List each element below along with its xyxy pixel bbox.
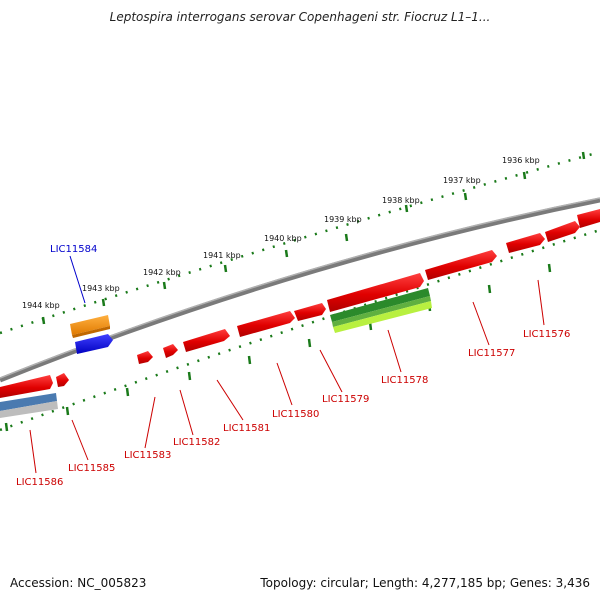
scale-label-1943: 1943 kbp [82,284,120,293]
scale-label-1940: 1940 kbp [264,234,302,243]
connector-lic11578 [387,329,402,373]
major-tick [4,422,9,432]
inner-scale-track [0,228,600,432]
forward-genes [0,209,600,398]
major-tick [547,263,552,273]
connector-lic11580 [276,362,293,406]
blue-feature[interactable] [75,334,113,354]
gene-lic11583[interactable] [137,351,153,364]
gene-lic11582[interactable] [163,344,178,358]
scale-label-1938: 1938 kbp [382,196,420,205]
orange-feature-shadow [72,326,110,338]
major-tick [65,406,70,416]
gene-lic11578[interactable] [327,273,424,312]
gene-unlabeled-2[interactable] [577,209,600,228]
green-feature[interactable] [330,288,430,322]
major-tick [284,249,289,258]
label-lic11581[interactable]: LIC11581 [223,423,270,434]
major-tick [41,316,46,325]
gene-lic11579[interactable] [294,303,326,321]
label-lic11577[interactable]: LIC11577 [468,348,515,359]
label-lic11584[interactable]: LIC11584 [50,244,97,255]
connector-lic11583 [144,396,156,449]
connector-lic11585 [71,419,89,461]
major-tick [125,387,130,397]
label-lic11583[interactable]: LIC11583 [124,450,171,461]
topology-label: Topology: circular; Length: 4,277,185 bp… [260,576,590,590]
gene-lic11584[interactable] [70,315,113,354]
label-lic11586[interactable]: LIC11586 [16,477,63,488]
steel-feature[interactable] [0,393,57,411]
gene-lic11580[interactable] [237,311,295,337]
gene-lic11576[interactable] [506,233,545,253]
gene-lic11581[interactable] [183,329,230,352]
green-feature-light [332,296,431,327]
outer-scale-track [0,150,600,335]
major-ticks [4,151,586,432]
major-tick [487,284,492,294]
label-connectors [29,255,545,474]
scale-label-1944: 1944 kbp [22,301,60,310]
gene-lic11585[interactable] [56,373,69,387]
scale-label-1936: 1936 kbp [502,156,540,165]
connector-lic11577 [472,301,490,346]
gene-lic11586[interactable] [0,375,53,398]
orange-feature[interactable] [70,315,110,335]
lime-feature[interactable] [333,301,432,333]
scale-label-1937: 1937 kbp [443,176,481,185]
connector-lic11584 [69,255,86,304]
grey-feature[interactable] [0,401,58,418]
major-tick [307,338,312,348]
major-tick [581,151,586,160]
scale-label-1941: 1941 kbp [203,251,241,260]
connector-lic11576 [537,279,545,326]
connector-lic11582 [179,389,194,436]
label-lic11579[interactable]: LIC11579 [322,394,369,405]
connector-lic11581 [216,379,244,421]
major-tick [223,264,228,273]
label-lic11580[interactable]: LIC11580 [272,409,319,420]
major-tick [404,204,409,213]
scale-label-1942: 1942 kbp [143,268,181,277]
connector-lic11586 [29,429,37,474]
scale-label-1939: 1939 kbp [324,215,362,224]
gene-unlabeled-1[interactable] [545,221,580,242]
label-lic11582[interactable]: LIC11582 [173,437,220,448]
connector-lic11579 [319,349,343,393]
label-lic11578[interactable]: LIC11578 [381,375,428,386]
page-title: Leptospira interrogans serovar Copenhage… [109,10,491,24]
major-tick [522,171,527,180]
major-tick [344,233,349,242]
major-tick [247,355,252,365]
accession-label: Accession: NC_005823 [10,576,147,590]
label-lic11576[interactable]: LIC11576 [523,329,570,340]
major-tick [101,298,106,307]
major-tick [463,192,468,201]
gene-lic11577[interactable] [425,250,497,280]
label-lic11585[interactable]: LIC11585 [68,463,115,474]
major-tick [187,371,192,381]
lower-features [0,288,432,418]
major-tick [162,281,167,290]
